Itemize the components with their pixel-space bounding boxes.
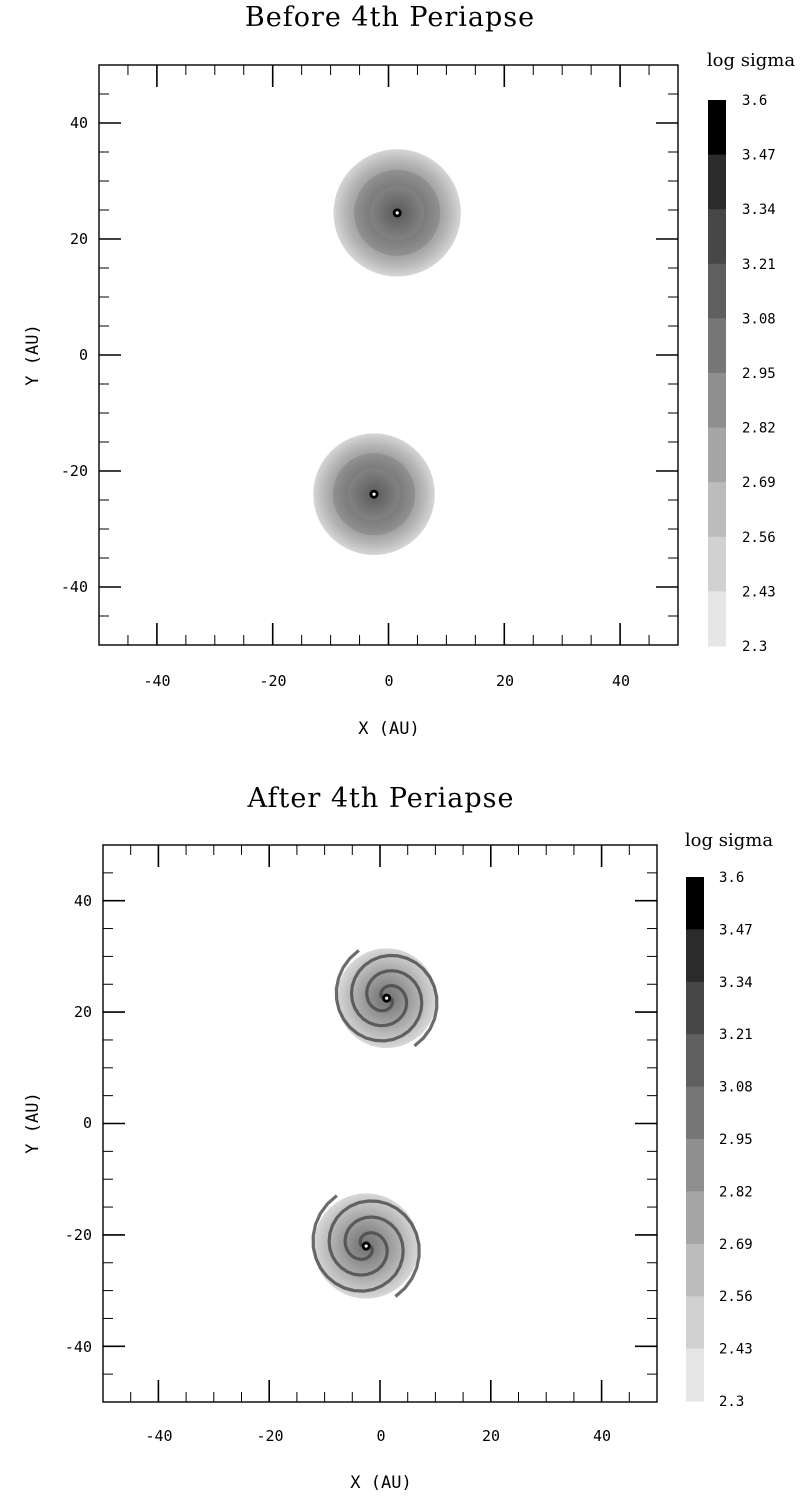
star-center <box>385 996 389 1000</box>
star-center <box>372 492 376 496</box>
x-axis-label: X (AU) <box>350 1473 411 1493</box>
disk-ring <box>332 453 416 536</box>
y-tick-label: -40 <box>65 1338 92 1356</box>
colorbar-bin <box>686 1086 704 1140</box>
disk <box>313 433 435 555</box>
disk <box>334 948 439 1049</box>
colorbar-bin <box>708 536 726 592</box>
spiral-arm <box>327 1199 421 1298</box>
colorbar-bin <box>686 1243 704 1297</box>
spiral-arm <box>349 953 439 1048</box>
x-tick-label: 40 <box>593 1427 611 1445</box>
x-tick-label: -20 <box>259 672 286 690</box>
colorbar-level-label: 2.95 <box>719 1132 753 1148</box>
colorbar-bin <box>708 591 726 647</box>
colorbar-bin <box>708 482 726 538</box>
disk <box>311 1193 421 1299</box>
colorbar-bin <box>686 1034 704 1088</box>
disk-layer <box>313 149 461 555</box>
colorbar-level-label: 2.43 <box>719 1342 753 1358</box>
tick-marks <box>98 64 679 646</box>
y-tick-label: 20 <box>70 230 88 248</box>
colorbar-level-label: 2.69 <box>719 1237 753 1253</box>
y-tick-label: 20 <box>74 1003 92 1021</box>
colorbar-bin <box>686 981 704 1035</box>
colorbar-level-label: 2.43 <box>742 584 776 600</box>
y-tick-label: -40 <box>61 578 88 596</box>
colorbar-level-label: 2.95 <box>742 366 776 382</box>
colorbar-level-label: 2.3 <box>742 639 767 655</box>
tick-marks <box>102 844 658 1403</box>
y-axis-label: Y (AU) <box>23 1092 43 1153</box>
y-tick-label: 0 <box>79 346 88 364</box>
colorbar-level-label: 2.82 <box>719 1184 753 1200</box>
y-axis-label: Y (AU) <box>23 324 43 385</box>
plot-frame <box>102 844 658 1403</box>
x-tick-label: 20 <box>496 672 514 690</box>
colorbar-level-label: 2.56 <box>742 530 776 546</box>
y-tick-label: -20 <box>61 462 88 480</box>
colorbar-level-label: 3.6 <box>742 93 767 109</box>
colorbar-bin <box>708 100 726 156</box>
colorbar-bin <box>686 1139 704 1192</box>
x-tick-label: 40 <box>612 672 630 690</box>
x-tick-label: -20 <box>256 1427 283 1445</box>
colorbar-level-label: 2.69 <box>742 475 776 491</box>
colorbar-level-label: 3.21 <box>742 257 776 273</box>
colorbar-bin <box>686 1296 704 1350</box>
colorbar-bin <box>708 318 726 374</box>
x-tick-label: -40 <box>143 672 170 690</box>
colorbar-bin <box>686 1348 704 1402</box>
colorbar: 3.6 3.47 3.34 3.21 3.08 2.95 2.82 2.69 2.56 2.43 2… <box>708 93 776 655</box>
colorbar-bin <box>708 263 726 319</box>
colorbar-title: log sigma <box>707 50 795 71</box>
colorbar-level-label: 2.82 <box>742 421 776 437</box>
x-tick-label: 20 <box>482 1427 500 1445</box>
colorbar-level-label: 3.08 <box>719 1080 753 1096</box>
x-axis-label: X (AU) <box>358 719 419 739</box>
colorbar-level-label: 2.56 <box>719 1289 753 1305</box>
colorbar-bin <box>686 877 704 930</box>
colorbar-level-label: 3.21 <box>719 1027 753 1043</box>
colorbar-level-label: 3.34 <box>719 975 753 991</box>
star-center <box>395 211 399 215</box>
colorbar-bin <box>686 929 704 983</box>
colorbar-level-label: 3.08 <box>742 311 776 327</box>
x-tick-label: 0 <box>376 1427 385 1445</box>
star-center <box>364 1244 368 1248</box>
colorbar-bin <box>686 1191 704 1245</box>
colorbar-level-label: 2.3 <box>719 1394 744 1410</box>
disk <box>333 149 461 277</box>
disk-layer <box>311 948 439 1299</box>
y-tick-label: 40 <box>70 114 88 132</box>
y-tick-label: -20 <box>65 1226 92 1244</box>
y-tick-label: 0 <box>83 1114 92 1132</box>
colorbar-level-label: 3.47 <box>719 922 753 938</box>
spiral-arm <box>311 1194 405 1293</box>
disk-ring <box>354 169 441 256</box>
colorbar: 3.6 3.47 3.34 3.21 3.08 2.95 2.82 2.69 2.56 2.43 2… <box>686 870 753 1410</box>
colorbar-bin <box>708 209 726 265</box>
y-tick-label: 40 <box>74 892 92 910</box>
panel-title: After 4th Periapse <box>246 783 514 814</box>
x-tick-label: -40 <box>145 1427 172 1445</box>
colorbar-bin <box>708 154 726 210</box>
spiral-arm <box>334 949 424 1043</box>
colorbar-bin <box>708 427 726 483</box>
colorbar-bin <box>708 373 726 429</box>
colorbar-title: log sigma <box>685 830 773 851</box>
panel-title: Before 4th Periapse <box>245 2 535 33</box>
panel-before: Before 4th Periapse -40 -20 0 20 40 40 2… <box>23 2 795 739</box>
colorbar-level-label: 3.34 <box>742 202 776 218</box>
colorbar-level-label: 3.47 <box>742 148 776 164</box>
x-tick-label: 0 <box>384 672 393 690</box>
panel-after: After 4th Periapse -40 -20 0 20 40 40 20… <box>23 783 773 1493</box>
colorbar-level-label: 3.6 <box>719 870 744 886</box>
